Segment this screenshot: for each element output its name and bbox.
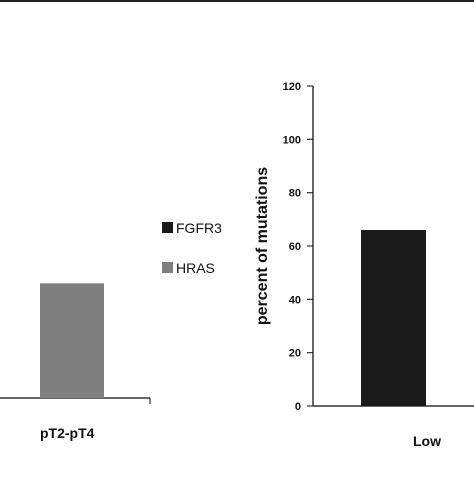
right-y-tick-label: 40	[289, 294, 301, 306]
legend-label-hras: HRAS	[176, 260, 215, 276]
legend-label-fgfr3: FGFR3	[176, 220, 222, 236]
right-y-ticks: 0 20 40 60 80 100 120	[283, 81, 313, 413]
legend-swatch-hras	[162, 262, 173, 273]
right-y-tick-label: 20	[289, 348, 301, 360]
right-y-tick-label: 120	[283, 81, 301, 93]
left-bars	[40, 283, 104, 398]
right-x-tick-label: Low	[413, 433, 441, 449]
legend-swatch-fgfr3	[162, 222, 173, 233]
left-bar-hras-pt2-pt4	[40, 283, 104, 398]
right-y-tick-label: 0	[295, 401, 301, 413]
right-y-tick-label: 100	[283, 134, 301, 146]
right-y-axis-label: percent of mutations	[254, 167, 271, 325]
right-y-tick-label: 80	[289, 188, 301, 200]
right-bars	[361, 230, 426, 406]
figure-border-top	[0, 0, 474, 2]
right-chart: 0 20 40 60 80 100 120 percent of mutations Low	[254, 81, 474, 449]
right-bar-fgfr3-low	[361, 230, 426, 406]
legend: FGFR3 HRAS	[162, 220, 222, 276]
left-chart: pT2-pT4	[0, 283, 151, 441]
right-y-tick-label: 60	[289, 241, 301, 253]
left-x-tick-label: pT2-pT4	[40, 425, 95, 441]
